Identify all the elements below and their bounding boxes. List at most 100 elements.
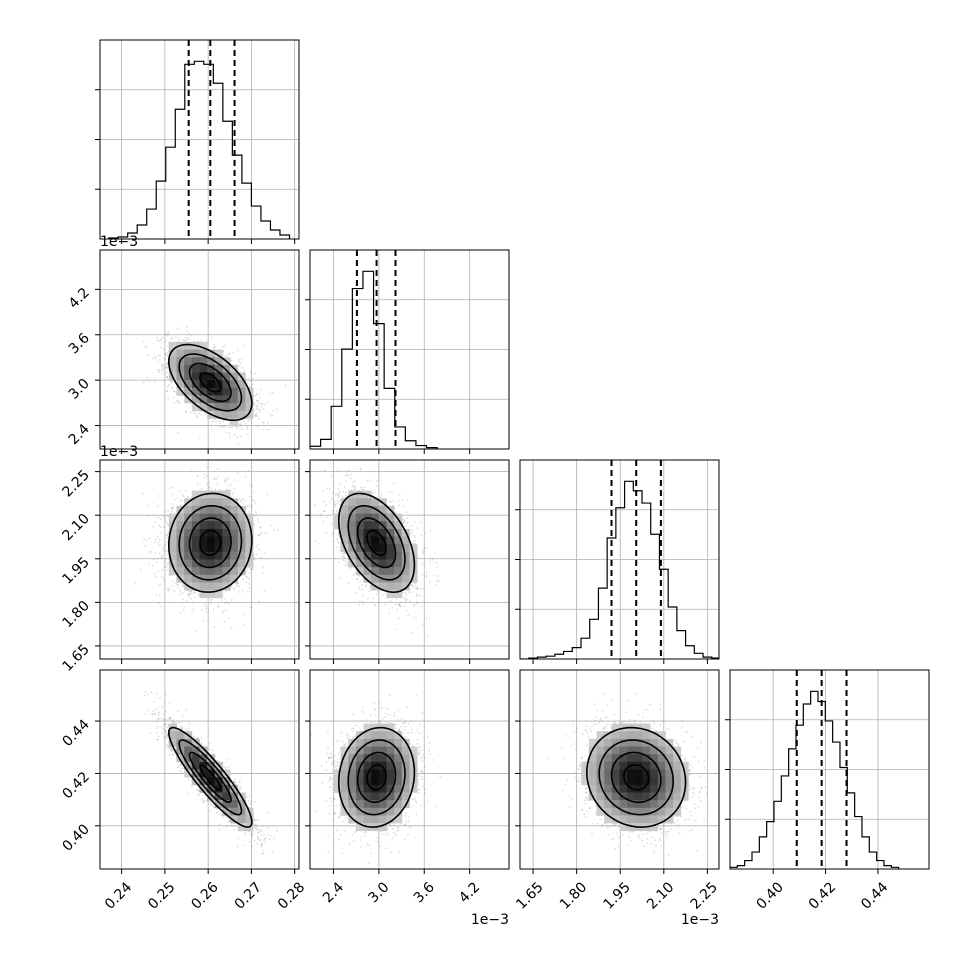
scatter-point — [157, 558, 159, 560]
density-cell — [169, 357, 177, 365]
histogram-step-3 — [730, 691, 899, 869]
scatter-point — [255, 511, 257, 513]
scatter-point — [154, 553, 156, 555]
scatter-point — [157, 517, 159, 519]
scatter-point — [231, 599, 233, 601]
scatter-point — [200, 414, 202, 416]
density-cell — [223, 388, 231, 396]
scatter-point — [259, 410, 261, 412]
scatter-point — [175, 583, 177, 585]
scatter-point — [247, 382, 249, 384]
scatter-point — [159, 539, 161, 541]
scatter-point — [254, 502, 256, 504]
scatter-point — [217, 604, 219, 606]
scatter-point — [149, 537, 151, 539]
scatter-point — [162, 554, 164, 556]
scatter-point — [188, 333, 190, 335]
scatter-point — [162, 357, 164, 359]
scatter-point — [185, 337, 187, 339]
scatter-point — [269, 393, 271, 395]
scatter-point — [245, 476, 247, 478]
scatter-point — [158, 495, 160, 497]
scatter-point — [285, 385, 287, 387]
scatter-point — [183, 496, 185, 498]
density-cell — [215, 395, 223, 403]
scatter-point — [239, 498, 241, 500]
scatter-point — [170, 338, 172, 340]
scatter-point — [228, 478, 230, 480]
scatter-point — [229, 353, 231, 355]
scatter-point — [226, 432, 228, 434]
scatter-point — [162, 549, 164, 551]
scatter-point — [269, 413, 271, 415]
scatter-point — [246, 427, 248, 429]
scatter-point — [173, 397, 175, 399]
scatter-point — [166, 376, 168, 378]
scatter-point — [167, 368, 169, 370]
scatter-point — [165, 520, 167, 522]
scatter-point — [161, 370, 163, 372]
scatter-point — [145, 545, 147, 547]
scatter-point — [249, 484, 251, 486]
scatter-point — [217, 476, 219, 478]
scatter-point — [217, 425, 219, 427]
scatter-point — [272, 410, 274, 412]
scatter-point — [210, 425, 212, 427]
scatter-point — [237, 472, 239, 474]
scatter-point — [177, 587, 179, 589]
scatter-point — [244, 624, 246, 626]
scatter-point — [226, 610, 228, 612]
scatter-point — [188, 339, 190, 341]
scatter-point — [261, 403, 263, 405]
scatter-point — [241, 500, 243, 502]
density-cell — [223, 365, 231, 373]
scatter-point — [162, 367, 164, 369]
scatter-point — [148, 564, 150, 566]
scatter-point — [251, 383, 253, 385]
scatter-point — [267, 422, 269, 424]
scatter-point — [242, 578, 244, 580]
scatter-point — [242, 367, 244, 369]
scatter-point — [172, 589, 174, 591]
scatter-point — [167, 569, 169, 571]
scatter-point — [222, 346, 224, 348]
scatter-point — [198, 593, 200, 595]
scatter-point — [240, 362, 242, 364]
scatter-point — [192, 602, 194, 604]
scatter-point — [255, 513, 257, 515]
scatter-point — [177, 328, 179, 330]
scatter-point — [161, 368, 163, 370]
scatter-point — [238, 359, 240, 361]
scatter-point — [242, 420, 244, 422]
scatter-point — [263, 572, 265, 574]
density-cell — [207, 380, 215, 388]
scatter-point — [157, 571, 159, 573]
scatter-point — [169, 487, 171, 489]
scatter-point — [250, 380, 252, 382]
scatter-point — [157, 362, 159, 364]
scatter-point — [262, 567, 264, 569]
scatter-point — [201, 488, 203, 490]
scatter-point — [273, 529, 275, 531]
scatter-point — [251, 506, 253, 508]
scatter-point — [161, 342, 163, 344]
scatter-point — [229, 437, 231, 439]
scatter-point — [171, 511, 173, 513]
scatter-point — [147, 377, 149, 379]
scatter-point — [181, 499, 183, 501]
scatter-point — [164, 340, 166, 342]
scatter-point — [214, 478, 216, 480]
scatter-point — [242, 589, 244, 591]
scatter-point — [276, 408, 278, 410]
scatter-point — [260, 406, 262, 408]
scatter-point — [159, 355, 161, 357]
scatter-point — [228, 602, 230, 604]
scatter-point — [240, 436, 242, 438]
scatter-point — [172, 503, 174, 505]
density-cell — [192, 365, 200, 373]
scatter-point — [264, 533, 266, 535]
scatter-point — [167, 355, 169, 357]
scatter-point — [256, 553, 258, 555]
scatter-point — [171, 508, 173, 510]
scatter-point — [250, 371, 252, 373]
